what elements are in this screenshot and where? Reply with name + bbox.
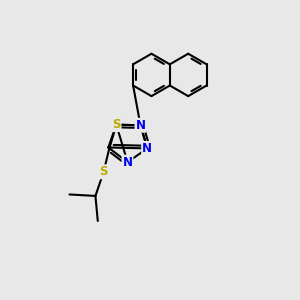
Text: S: S [112, 118, 121, 131]
Text: N: N [142, 142, 152, 155]
Text: N: N [142, 142, 152, 155]
Text: S: S [99, 165, 108, 178]
Text: N: N [136, 119, 146, 132]
Text: N: N [122, 156, 133, 169]
